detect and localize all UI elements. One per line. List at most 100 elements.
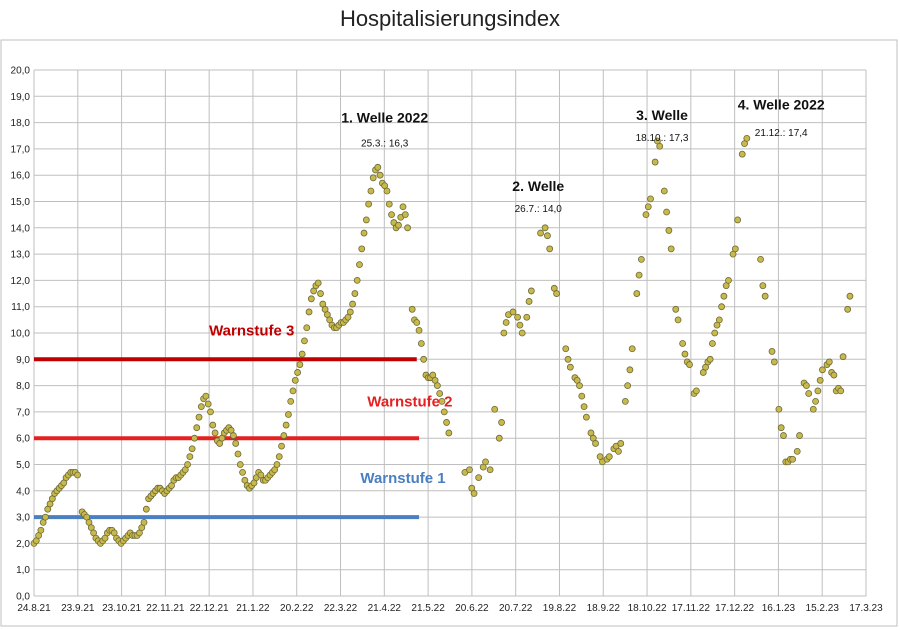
data-point (408, 305, 416, 313)
y-tick-label: 13,0 (11, 250, 31, 261)
data-point (305, 308, 313, 316)
data-point (527, 287, 535, 295)
data-point (580, 403, 588, 411)
data-point (544, 232, 551, 240)
data-point (789, 455, 797, 463)
data-point (207, 408, 214, 416)
data-point (142, 505, 150, 513)
x-tick-label: 23.10.21 (102, 603, 141, 614)
data-point (209, 421, 217, 429)
data-point (562, 345, 570, 353)
y-tick-label: 18,0 (11, 118, 31, 129)
x-tick-label: 15.2.23 (806, 603, 840, 614)
y-tick-label: 6,0 (16, 434, 30, 445)
data-point (816, 376, 824, 384)
data-point (307, 295, 315, 303)
x-tick-label: 17.3.23 (849, 603, 883, 614)
data-point (686, 361, 693, 368)
x-tick-label: 21.4.22 (368, 603, 402, 614)
data-point (681, 350, 689, 358)
y-tick-label: 17,0 (11, 144, 31, 155)
data-point (236, 461, 244, 468)
data-point (743, 134, 751, 142)
y-tick-label: 1,0 (16, 565, 30, 576)
data-point (592, 440, 599, 447)
data-point (303, 324, 311, 332)
data-point (633, 290, 641, 297)
data-point (399, 203, 407, 211)
data-point (647, 195, 654, 203)
data-point (541, 224, 549, 232)
data-point (621, 397, 629, 405)
annotations: Warnstufe 3 Warnstufe 2 Warnstufe 1 1. Well… (209, 96, 825, 486)
data-point (837, 387, 845, 395)
data-point (420, 355, 428, 363)
threshold-label: Warnstufe 2 (367, 394, 452, 411)
data-point (291, 376, 299, 384)
data-point (282, 421, 290, 429)
wave-annotation-title: 3. Welle (636, 107, 688, 123)
data-point (814, 387, 822, 395)
data-point (140, 518, 148, 526)
data-point (566, 363, 574, 371)
y-tick-label: 9,0 (16, 355, 30, 366)
data-point (706, 355, 714, 363)
data-point (667, 245, 675, 253)
y-tick-label: 20,0 (11, 66, 31, 77)
data-point (576, 382, 583, 390)
data-point (495, 434, 503, 442)
x-tick-label: 20.7.22 (499, 603, 533, 614)
data-point (37, 526, 45, 534)
x-tick-label: 17.12.22 (715, 603, 754, 614)
data-point (351, 290, 359, 297)
data-point (298, 350, 306, 358)
data-point (775, 405, 783, 413)
data-point (757, 255, 764, 263)
y-axis: 0,0 1,0 2,0 3,0 4,0 5,0 6,0 7,0 8,0 9,0 10,0 11,0 12… (11, 66, 31, 603)
data-point (780, 432, 787, 439)
data-point (617, 440, 625, 447)
data-point (369, 174, 377, 182)
thresholds (34, 357, 420, 520)
data-point (715, 316, 723, 324)
x-tick-label: 24.8.21 (17, 603, 51, 614)
data-point (825, 358, 833, 366)
data-point (445, 429, 453, 437)
data-point (637, 255, 645, 263)
x-tick-label: 21.1.22 (236, 603, 270, 614)
data-point (525, 298, 533, 305)
data-point (475, 474, 483, 482)
data-point (809, 405, 817, 413)
x-tick-label: 22.11.21 (146, 603, 185, 614)
data-point (651, 158, 659, 166)
data-point (278, 442, 285, 450)
y-tick-label: 4,0 (16, 486, 30, 497)
data-point (211, 429, 219, 437)
data-point (605, 453, 613, 461)
data-point (356, 261, 363, 269)
x-tick-label: 22.12.21 (190, 603, 229, 614)
x-tick-label: 17.11.22 (672, 603, 711, 614)
data-point (417, 340, 425, 347)
wave-annotation-detail: 26.7.: 14,0 (515, 204, 563, 215)
data-point (367, 187, 375, 195)
data-point (188, 445, 196, 453)
data-point (239, 468, 246, 476)
x-tick-label: 23.9.21 (61, 603, 95, 614)
x-tick-label: 16.1.23 (762, 603, 796, 614)
data-point (578, 392, 586, 400)
x-tick-label: 18.10.22 (628, 603, 667, 614)
data-point (502, 319, 510, 326)
x-tick-label: 22.3.22 (324, 603, 358, 614)
data-point (546, 245, 554, 253)
data-point (230, 432, 237, 439)
data-point (624, 382, 632, 390)
data-point (202, 392, 210, 400)
data-point (385, 200, 393, 208)
data-point (777, 424, 785, 432)
y-tick-label: 15,0 (11, 197, 31, 208)
data-point (285, 411, 292, 418)
data-point (184, 461, 191, 468)
threshold-label: Warnstufe 3 (209, 323, 294, 340)
y-tick-label: 11,0 (11, 302, 30, 313)
